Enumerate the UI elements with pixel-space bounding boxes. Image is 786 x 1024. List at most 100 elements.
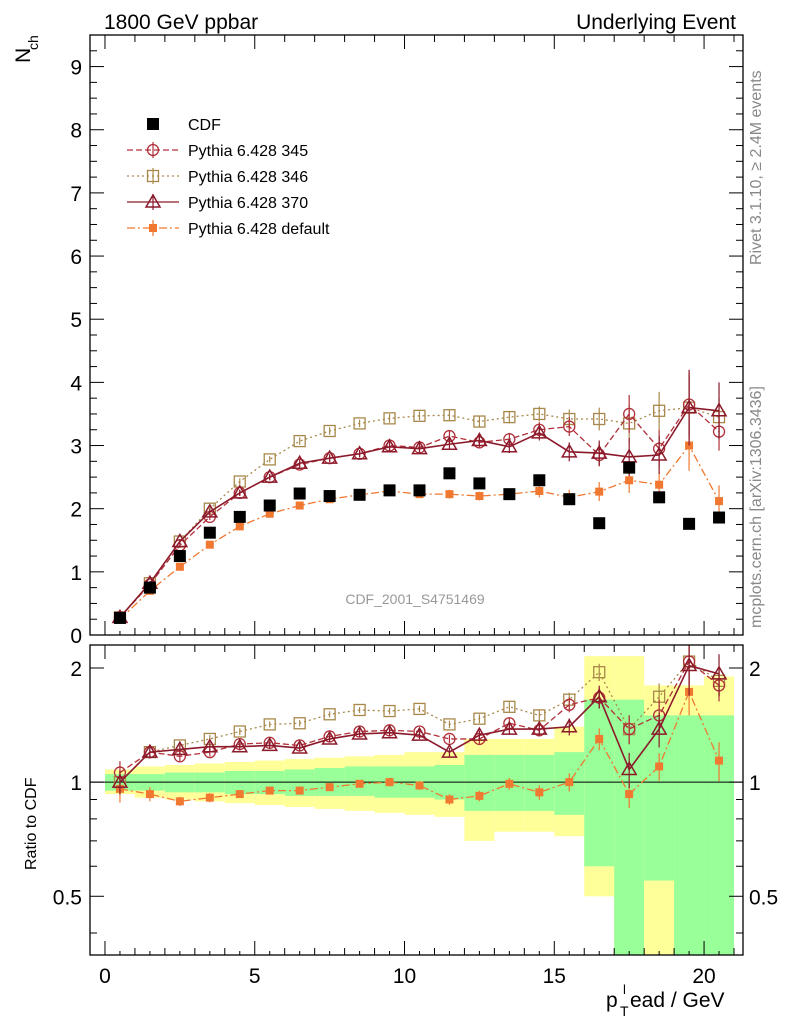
xlabel-p: p [606, 989, 618, 1012]
ytick-ratio-label-r-2: 2 [749, 658, 761, 681]
point-cdf-17 [623, 461, 636, 474]
legend-marker-pdef [149, 224, 157, 232]
point-cdf-2 [173, 550, 186, 563]
point-pdef-17 [625, 476, 634, 485]
ratio-point-p370-20 [710, 665, 728, 680]
side-label-top: Rivet 3.1.10, ≥ 2.4M events [748, 70, 765, 265]
legend-label-p346: Pythia 6.428 346 [188, 169, 308, 186]
legend-item-pdef: Pythia 6.428 default [127, 220, 330, 238]
ytick-main-label-5: 5 [70, 309, 82, 332]
point-p370-9 [381, 438, 398, 453]
ratio-ylabel: Ratio to CDF [23, 777, 40, 870]
point-p346-16 [593, 412, 606, 426]
point-cdf-20 [713, 511, 726, 524]
point-p370-10 [411, 440, 428, 455]
ratio-line-pdef [119, 690, 720, 802]
axes: 0 5 10 15 20 0 1 2 3 4 5 6 7 8 9 0.5 0.5 1 1 2 2 [53, 34, 778, 988]
legend-label-p370: Pythia 6.428 370 [188, 195, 308, 212]
point-p370-2 [171, 533, 189, 548]
point-p370-6 [291, 454, 308, 469]
point-p346-10 [413, 409, 426, 422]
xtick-label-15: 15 [543, 965, 566, 988]
ratio-point-pdef-3 [205, 793, 214, 802]
point-p346-6 [293, 434, 306, 448]
legend-item-p370: Pythia 6.428 370 [127, 193, 308, 212]
header-left: 1800 GeV ppbar [104, 11, 258, 34]
ratio-point-pdef-10 [415, 781, 424, 790]
ratio-point-p370-12 [471, 726, 488, 741]
x-axis-label: p T l ead / GeV [606, 982, 725, 1019]
point-pdef-11 [445, 490, 454, 499]
point-cdf-16 [593, 517, 606, 530]
main-panel-series [111, 369, 728, 624]
ratio-point-p370-6 [291, 739, 308, 754]
point-p346-11 [443, 409, 456, 422]
xlabel-rest: ead / GeV [630, 989, 725, 1012]
ratio-point-p346-9 [383, 704, 396, 718]
ratio-point-pdef-15 [565, 778, 574, 787]
ratio-point-p370-11 [441, 743, 458, 758]
ratio-point-p346-6 [293, 717, 306, 730]
point-cdf-8 [353, 488, 366, 501]
ratio-point-p346-7 [323, 708, 336, 721]
point-p370-5 [261, 468, 279, 483]
ratio-point-pdef-6 [295, 786, 304, 795]
ratio-point-p345-17 [623, 722, 636, 736]
point-p370-3 [201, 503, 219, 518]
point-p346-13 [503, 410, 516, 424]
point-cdf-15 [563, 493, 576, 506]
legend-item-p345: Pythia 6.428 345 [127, 142, 308, 160]
point-pdef-5 [265, 509, 274, 518]
point-cdf-11 [443, 467, 456, 480]
point-p346-7 [323, 424, 336, 438]
ratio-point-p370-5 [261, 736, 279, 752]
ratio-point-p370-10 [411, 726, 428, 741]
point-pdef-18 [655, 480, 664, 489]
point-p346-12 [473, 415, 486, 428]
ratio-point-pdef-1 [145, 790, 154, 799]
point-cdf-6 [293, 487, 306, 500]
ratio-point-pdef-2 [175, 797, 184, 806]
point-cdf-18 [653, 491, 666, 504]
ratio-point-p346-5 [263, 718, 276, 731]
point-cdf-19 [683, 517, 696, 530]
band-green-19 [674, 715, 705, 955]
legend-item-cdf: CDF [147, 117, 221, 134]
point-pdef-6 [295, 501, 304, 510]
point-p370-11 [441, 435, 458, 451]
ratio-point-p346-13 [503, 700, 516, 713]
ratio-point-p370-16 [590, 688, 608, 703]
ratio-point-pdef-5 [265, 786, 274, 795]
series-p370 [111, 369, 728, 624]
header-right: Underlying Event [576, 11, 736, 34]
ratio-point-pdef-9 [385, 778, 394, 787]
point-p370-16 [590, 444, 608, 459]
series-cdf [113, 461, 726, 624]
point-cdf-5 [263, 499, 276, 512]
ytick-main-label-9: 9 [70, 57, 82, 80]
ratio-point-pdef-8 [355, 779, 364, 788]
ratio-point-p370-14 [531, 720, 548, 735]
ratio-point-p370-2 [171, 740, 189, 756]
point-p346-5 [263, 453, 276, 466]
main-ylabel: N ch [12, 35, 41, 63]
point-pdef-16 [595, 487, 604, 496]
ytick-main-label-8: 8 [70, 120, 82, 143]
ratio-uncertainty-bands [90, 656, 743, 955]
ratio-point-p346-16 [593, 666, 606, 679]
ytick-main-label-0: 0 [70, 625, 82, 648]
ratio-point-p345-15 [563, 698, 576, 711]
legend-marker-p370 [144, 193, 162, 208]
point-p370-8 [351, 445, 368, 460]
ytick-ratio-label-l-0.5: 0.5 [53, 886, 82, 909]
ratio-point-p346-8 [353, 703, 366, 717]
point-p370-4 [231, 484, 249, 499]
point-pdef-3 [205, 540, 214, 549]
point-p346-9 [383, 412, 396, 425]
ratio-point-pdef-17 [625, 790, 634, 799]
ytick-main-label-4: 4 [70, 372, 82, 395]
point-p370-7 [321, 449, 338, 464]
legend-label-cdf: CDF [188, 117, 221, 134]
ytick-main-label-7: 7 [70, 183, 82, 206]
